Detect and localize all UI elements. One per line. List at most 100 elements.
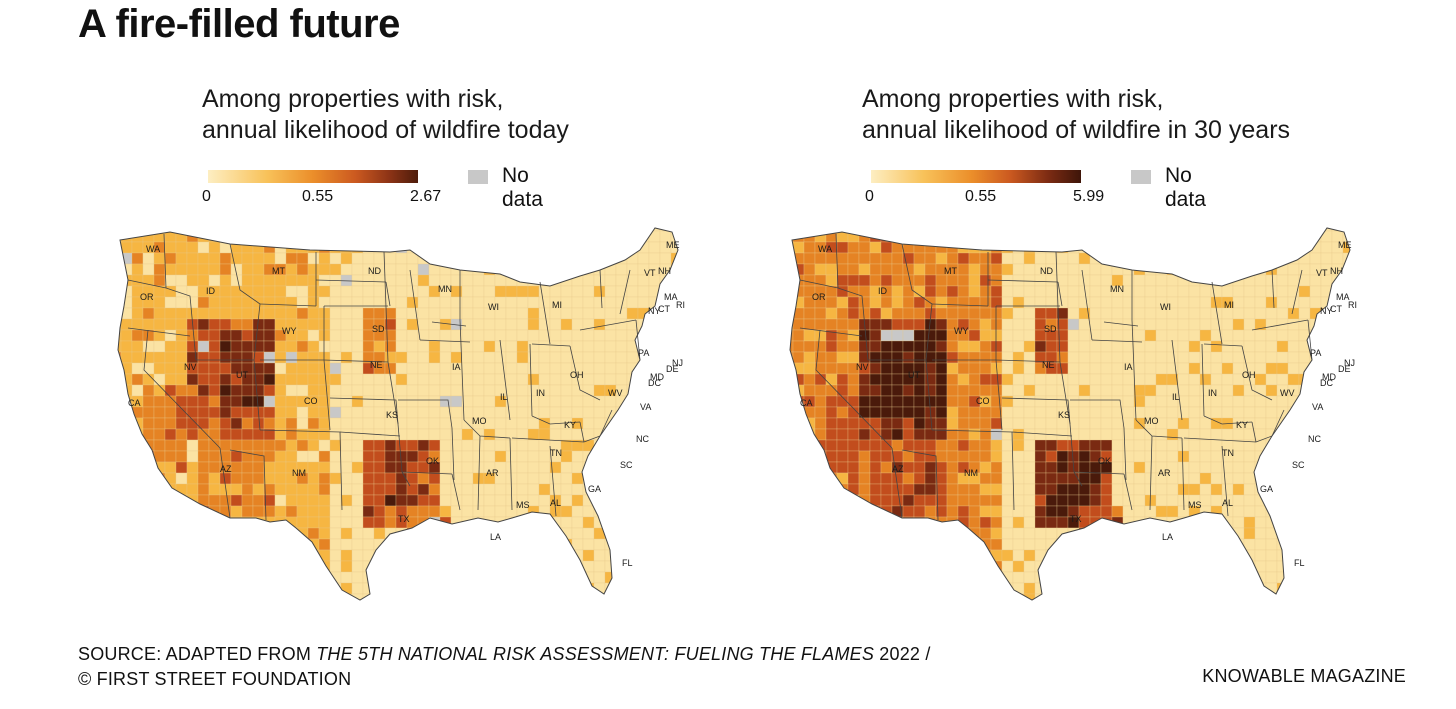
county-cell [1354,594,1365,605]
county-cell [946,228,959,232]
county-cell [1265,252,1278,265]
county-cell [814,538,827,551]
county-cell [1188,538,1201,551]
county-cell [847,318,860,331]
county-cell [803,329,816,342]
county-cell [1056,494,1069,507]
county-cell [318,483,331,496]
county-cell [318,593,331,600]
county-cell [1320,505,1333,518]
state-label-ma: MA [664,292,678,302]
county-cell [406,560,419,573]
county-cell [1034,373,1047,386]
county-cell [307,263,320,276]
county-cell [219,593,232,600]
county-cell [549,340,562,353]
county-cell [1265,450,1278,463]
county-cell [826,605,837,610]
county-cell [924,582,937,595]
state-border [259,303,317,307]
county-cell [241,274,254,287]
county-cell [1298,307,1311,320]
county-cell [384,571,397,584]
county-cell [803,439,816,452]
county-cell [1287,329,1300,342]
county-cell [154,605,165,610]
county-cell [143,605,154,610]
county-cell [648,494,661,507]
county-cell [560,494,573,507]
county-cell [1155,384,1168,397]
county-cell [263,538,276,551]
county-cell [208,450,221,463]
state-label-az: AZ [892,464,904,474]
county-cell [340,472,353,485]
state-label-ne: NE [1042,360,1055,370]
county-cell [252,505,265,518]
county-cell [659,571,672,584]
county-cell [1276,307,1289,320]
county-cell [582,228,595,232]
county-cell [373,373,386,386]
state-label-oh: OH [570,370,584,380]
county-cell [946,351,959,364]
county-cell [891,549,904,562]
county-cell [836,571,849,584]
county-cell [1254,285,1267,298]
county-cell [637,516,650,529]
county-cell [220,605,231,610]
county-cell [1101,605,1112,610]
county-cell [417,505,430,518]
county-cell [219,428,232,441]
county-cell [957,384,970,397]
county-cell [549,582,562,595]
county-cell [1089,439,1102,452]
county-cell [318,263,331,276]
state-borders [127,233,641,521]
county-cell [968,274,981,287]
county-cell [285,241,298,254]
county-cell [935,230,948,243]
county-cell [626,538,639,551]
county-cell [1265,549,1278,562]
county-cell [1287,263,1300,276]
county-cell [153,483,166,496]
county-cell [582,516,595,529]
county-cell [274,417,287,430]
county-cell [472,252,485,265]
county-cell [131,263,144,276]
county-cell [461,483,474,496]
county-cell [790,428,794,441]
county-cell [1012,527,1025,540]
county-cell [913,516,926,529]
county-cell [615,593,628,600]
county-cell [1056,516,1069,529]
county-cell [1287,582,1300,595]
county-cell [197,274,210,287]
county-cell [450,538,463,551]
county-cell [1111,230,1124,243]
county-cell [1199,417,1212,430]
county-cell [1034,571,1047,584]
county-cell [670,384,678,397]
county-cell [1023,395,1036,408]
county-cell [505,228,518,232]
county-cell [913,439,926,452]
county-cell [1232,263,1245,276]
county-cell [1133,516,1146,529]
county-cell [164,384,177,397]
county-cell [946,417,959,430]
county-cell [329,285,342,298]
county-cell [869,230,882,243]
county-cell [891,527,904,540]
county-cell [1111,571,1124,584]
county-cell [417,362,430,375]
county-cell [516,241,529,254]
county-cell [1090,605,1101,610]
county-cell [659,527,672,540]
county-cell [1001,483,1014,496]
county-cell [417,274,430,287]
county-cell [296,483,309,496]
county-cell [946,406,959,419]
county-cell [615,582,628,595]
